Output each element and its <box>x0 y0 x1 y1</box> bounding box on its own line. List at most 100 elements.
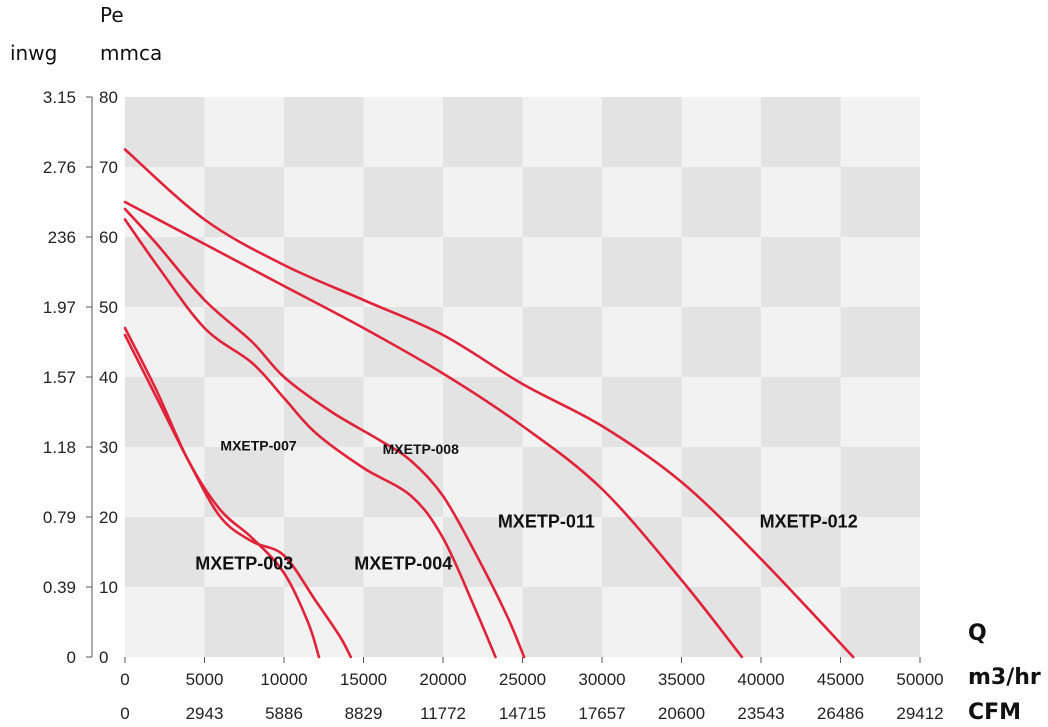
y-tick-label-inwg: 0 <box>67 648 76 667</box>
grid-cell <box>363 97 443 167</box>
curve-mxetp-004 <box>123 333 353 659</box>
y-tick-label-inwg: 2.76 <box>43 158 76 177</box>
x-tick-label-cfm: 11772 <box>420 704 466 723</box>
grid-cell <box>522 447 602 517</box>
grid-cell <box>204 167 284 237</box>
x-ticks-cfm: 0 2943 5886 8829 11772 14715 17657 20600 23543 26… <box>120 704 943 723</box>
grid-cell <box>761 447 841 517</box>
grid-cell <box>681 307 761 377</box>
grid-cell <box>840 167 920 237</box>
x-tick-label-m3hr: 10000 <box>260 670 307 689</box>
grid-cell <box>125 167 205 237</box>
grid-cell <box>443 447 523 517</box>
grid-cell <box>363 167 443 237</box>
grid-cell <box>681 167 761 237</box>
inwg-axis-label: inwg <box>10 41 57 65</box>
y-tick-label-inwg: 0.39 <box>43 578 76 597</box>
grid-cell <box>602 517 682 587</box>
x-tick-label-m3hr: 50000 <box>896 670 943 689</box>
y-tick-label-inwg: 3.15 <box>43 88 76 107</box>
y-tick-label-mmca: 40 <box>99 368 118 387</box>
grid-cell <box>125 237 205 307</box>
y-ticks-mmca: 0 10 20 30 40 50 60 70 80 <box>86 88 118 667</box>
y-tick-label-mmca: 10 <box>99 578 118 597</box>
x-tick-label-cfm: 29412 <box>896 704 943 723</box>
grid-cell <box>761 97 841 167</box>
grid-cell <box>681 237 761 307</box>
grid-cell <box>602 377 682 447</box>
grid-cell <box>204 517 284 587</box>
x-tick-label-cfm: 17657 <box>578 704 625 723</box>
y-tick-label-mmca: 0 <box>99 648 108 667</box>
grid-cell <box>363 377 443 447</box>
x-tick-label-cfm: 2943 <box>186 704 224 723</box>
grid-cell <box>522 307 602 377</box>
grid-background <box>125 97 920 657</box>
x-tick-label-cfm: 5886 <box>265 704 303 723</box>
grid-cell <box>522 237 602 307</box>
grid-cell <box>681 517 761 587</box>
curve-labels: MXETP-003 MXETP-004 MXETP-007 MXETP-008 MXET… <box>195 438 857 574</box>
grid-cell <box>840 237 920 307</box>
grid-cell <box>363 447 443 517</box>
grid-cell <box>522 517 602 587</box>
y-tick-label-mmca: 30 <box>99 438 118 457</box>
grid-cell <box>522 587 602 657</box>
grid-cell <box>125 587 205 657</box>
grid-cell <box>602 237 682 307</box>
grid-cell <box>522 377 602 447</box>
x-tick-label-cfm: 0 <box>120 704 129 723</box>
grid-cell <box>761 307 841 377</box>
cfm-axis-label: CFM <box>968 700 1021 725</box>
y-ticks-inwg: 0 0.39 0.79 1.18 1.57 1.97 236 2.76 3.15 <box>43 88 76 667</box>
curve-label-mxetp-008: MXETP-008 <box>383 441 459 457</box>
grid-cell <box>761 237 841 307</box>
curve-mxetp-007 <box>123 218 497 659</box>
x-tick-label-cfm: 14715 <box>499 704 546 723</box>
x-tick-label-m3hr: 40000 <box>737 670 784 689</box>
x-tick-label-m3hr: 15000 <box>340 670 387 689</box>
curve-mxetp-008 <box>123 207 526 659</box>
x-tick-label-m3hr: 5000 <box>186 670 224 689</box>
grid-cell <box>443 167 523 237</box>
y-tick-label-inwg: 1.57 <box>43 368 76 387</box>
grid-cell <box>761 517 841 587</box>
grid-cell <box>840 377 920 447</box>
mmca-axis-label: mmca <box>100 41 162 65</box>
grid-cell <box>284 307 364 377</box>
grid-cell <box>284 447 364 517</box>
grid-cell <box>284 517 364 587</box>
grid-cell <box>602 97 682 167</box>
grid-cell <box>363 237 443 307</box>
grid-cell <box>761 587 841 657</box>
grid-cell <box>602 167 682 237</box>
x-ticks-m3hr: 0 5000 10000 15000 20000 25000 30000 35000 40000… <box>120 657 944 689</box>
grid-cell <box>840 97 920 167</box>
curve-label-mxetp-012: MXETP-012 <box>760 512 858 532</box>
x-tick-label-cfm: 8829 <box>345 704 383 723</box>
curve-label-mxetp-007: MXETP-007 <box>220 438 296 454</box>
grid-cell <box>443 517 523 587</box>
grid-cell <box>761 377 841 447</box>
curve-label-mxetp-011: MXETP-011 <box>498 512 595 532</box>
grid-cell <box>602 587 682 657</box>
grid-cell <box>204 237 284 307</box>
y-tick-label-inwg: 236 <box>48 228 76 247</box>
performance-curves <box>123 148 855 659</box>
x-tick-label-cfm: 26486 <box>817 704 864 723</box>
grid-cell <box>125 517 205 587</box>
pe-axis-title: Pe <box>100 3 124 27</box>
curve-label-mxetp-003: MXETP-003 <box>195 554 293 574</box>
grid-cell <box>443 97 523 167</box>
x-tick-label-m3hr: 30000 <box>578 670 625 689</box>
grid-cell <box>204 587 284 657</box>
grid-cell <box>443 237 523 307</box>
grid-cell <box>204 97 284 167</box>
y-tick-label-mmca: 80 <box>99 88 118 107</box>
x-tick-label-m3hr: 20000 <box>419 670 466 689</box>
grid-cell <box>284 97 364 167</box>
x-tick-label-m3hr: 35000 <box>658 670 705 689</box>
grid-cell <box>125 447 205 517</box>
grid-cell <box>681 97 761 167</box>
